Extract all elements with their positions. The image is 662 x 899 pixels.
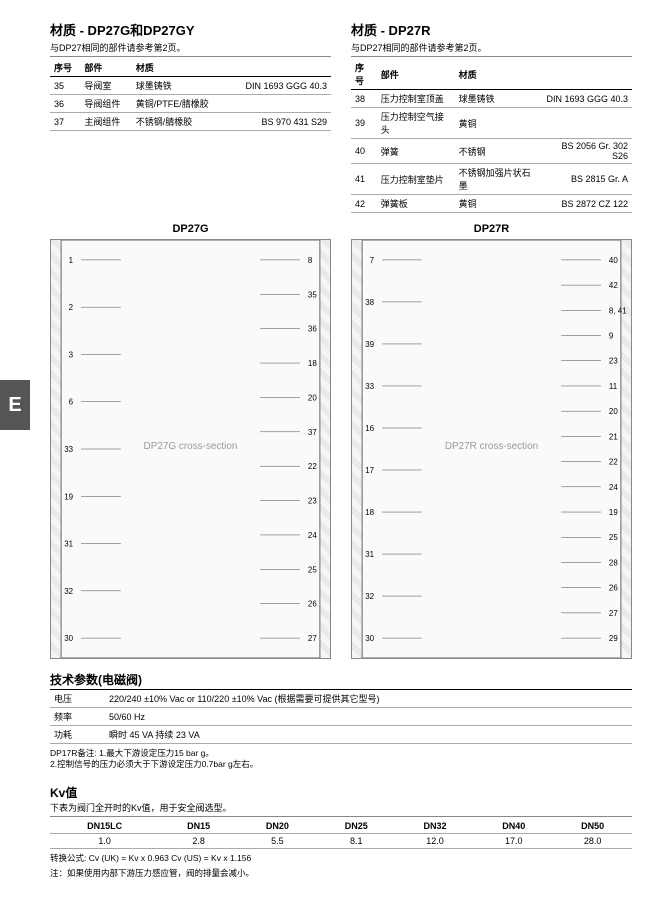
callout-label: 42 xyxy=(609,281,618,290)
callout-label: 25 xyxy=(609,533,618,542)
right-material-table: 序号 部件 材质 38压力控制室顶盖球墨铸铁DIN 1693 GGG 40.3 … xyxy=(351,59,632,213)
table-row: 频率50/60 Hz xyxy=(50,708,632,726)
callout-label: 26 xyxy=(609,584,618,593)
callout-label: 23 xyxy=(609,357,618,366)
tech-params-table: 电压220/240 ±10% Vac or 110/220 ±10% Vac (… xyxy=(50,690,632,744)
col-spec xyxy=(226,59,331,77)
table-row: 功耗瞬时 45 VA 持续 23 VA xyxy=(50,726,632,744)
tech-title: 技术参数(电磁阀) xyxy=(50,671,632,690)
left-material-table: 序号 部件 材质 35导阀室球墨铸铁DIN 1693 GGG 40.3 36导阀… xyxy=(50,59,331,131)
table-row: 电压220/240 ±10% Vac or 110/220 ±10% Vac (… xyxy=(50,690,632,708)
callout-label: 29 xyxy=(609,634,618,643)
callout-label: 11 xyxy=(609,382,618,391)
callout-label: 31 xyxy=(365,550,374,559)
callout-label: 24 xyxy=(308,531,317,540)
col-no: 序号 xyxy=(50,59,80,77)
table-row: 38压力控制室顶盖球墨铸铁DIN 1693 GGG 40.3 xyxy=(351,90,632,108)
callout-label: 31 xyxy=(64,540,73,549)
callout-label: 35 xyxy=(308,290,317,299)
callout-label: 2 xyxy=(69,303,74,312)
svg-text:DP27R cross-section: DP27R cross-section xyxy=(445,441,538,452)
kv-title: Kv值 xyxy=(50,784,632,801)
callout-label: 3 xyxy=(69,350,74,359)
callout-label: 36 xyxy=(308,325,317,334)
callout-label: 19 xyxy=(609,508,618,517)
callout-label: 27 xyxy=(308,634,317,643)
callout-label: 33 xyxy=(64,445,73,454)
callout-label: 18 xyxy=(365,508,374,517)
table-row: 37主阀组件不锈钢/腈橡胶BS 970 431 S29 xyxy=(50,113,331,131)
callout-label: 25 xyxy=(308,565,317,574)
table-row: 40弹簧不锈钢BS 2056 Gr. 302 S26 xyxy=(351,139,632,164)
right-diagram: DP27R DP27R cross-section 7 38 39 33 16 17 18 3… xyxy=(351,223,632,659)
right-column: 材质 - DP27R 与DP27相同的部件请参考第2页。 序号 部件 材质 38… xyxy=(351,20,632,213)
col-part: 部件 xyxy=(377,59,455,90)
callout-label: 32 xyxy=(365,592,374,601)
callout-label: 17 xyxy=(365,466,374,475)
col-mat: 材质 xyxy=(132,59,227,77)
kv-footnote1: 转换公式: Cv (UK) = Kv x 0.963 Cv (US) = Kv … xyxy=(50,853,632,864)
kv-table: DN15LCDN15DN20DN25DN32DN40DN50 1.02.85.5… xyxy=(50,819,632,849)
callout-label: 28 xyxy=(609,558,618,567)
right-title: 材质 - DP27R xyxy=(351,20,632,39)
left-subnote: 与DP27相同的部件请参考第2页。 xyxy=(50,41,331,57)
callout-label: 9 xyxy=(609,332,614,341)
callout-label: 22 xyxy=(609,458,618,467)
left-diagram: DP27G DP27G cross-section 12363319313230… xyxy=(50,223,331,659)
callout-label: 20 xyxy=(308,393,317,402)
left-column: 材质 - DP27G和DP27GY 与DP27相同的部件请参考第2页。 序号 部… xyxy=(50,20,331,213)
left-diagram-title: DP27G xyxy=(50,223,331,235)
callout-label: 22 xyxy=(308,462,317,471)
col-spec xyxy=(541,59,632,90)
valve-diagram-dp27g: DP27G cross-section 12363319313230 83536… xyxy=(50,239,331,659)
table-row: 42弹簧板黄铜BS 2872 CZ 122 xyxy=(351,195,632,213)
col-no: 序号 xyxy=(351,59,377,90)
left-title: 材质 - DP27G和DP27GY xyxy=(50,20,331,39)
right-subnote: 与DP27相同的部件请参考第2页。 xyxy=(351,41,632,57)
kv-header-row: DN15LCDN15DN20DN25DN32DN40DN50 xyxy=(50,819,632,834)
callout-label: 26 xyxy=(308,600,317,609)
callout-label: 8 xyxy=(308,256,313,265)
callout-label: 8, 41 xyxy=(609,306,627,315)
col-part: 部件 xyxy=(80,59,131,77)
callout-label: 21 xyxy=(609,432,618,441)
svg-text:DP27G cross-section: DP27G cross-section xyxy=(144,441,238,452)
callout-label: 39 xyxy=(365,340,374,349)
table-row: 36导阀组件黄铜/PTFE/腈橡胶 xyxy=(50,95,331,113)
kv-sub: 下表为阀门全开时的Kv值，用于安全阀选型。 xyxy=(50,801,632,817)
table-row: 35导阀室球墨铸铁DIN 1693 GGG 40.3 xyxy=(50,77,331,95)
side-tab-e: E xyxy=(0,380,30,430)
callout-label: 20 xyxy=(609,407,618,416)
callout-label: 33 xyxy=(365,382,374,391)
right-diagram-title: DP27R xyxy=(351,223,632,235)
callout-label: 24 xyxy=(609,483,618,492)
callout-label: 30 xyxy=(64,634,73,643)
callout-label: 40 xyxy=(609,256,618,265)
kv-value-row: 1.02.85.58.112.017.028.0 xyxy=(50,834,632,849)
callout-label: 37 xyxy=(308,428,317,437)
col-mat: 材质 xyxy=(455,59,542,90)
callout-label: 27 xyxy=(609,609,618,618)
callout-label: 23 xyxy=(308,497,317,506)
callout-label: 32 xyxy=(64,587,73,596)
table-row: 39压力控制空气接头黄铜 xyxy=(351,108,632,139)
callout-label: 38 xyxy=(365,298,374,307)
callout-label: 16 xyxy=(365,424,374,433)
callout-label: 19 xyxy=(64,492,73,501)
callout-label: 1 xyxy=(69,256,74,265)
callout-label: 18 xyxy=(308,359,317,368)
valve-diagram-dp27r: DP27R cross-section 7383933161718313230 … xyxy=(351,239,632,659)
callout-label: 7 xyxy=(370,256,375,265)
kv-footnote2: 注：如果使用内部下游压力感应管，阀的排量会减小。 xyxy=(50,868,632,879)
callout-label: 6 xyxy=(69,398,74,407)
table-row: 41压力控制室垫片不锈钢加强片状石墨BS 2815 Gr. A xyxy=(351,164,632,195)
callout-label: 30 xyxy=(365,634,374,643)
